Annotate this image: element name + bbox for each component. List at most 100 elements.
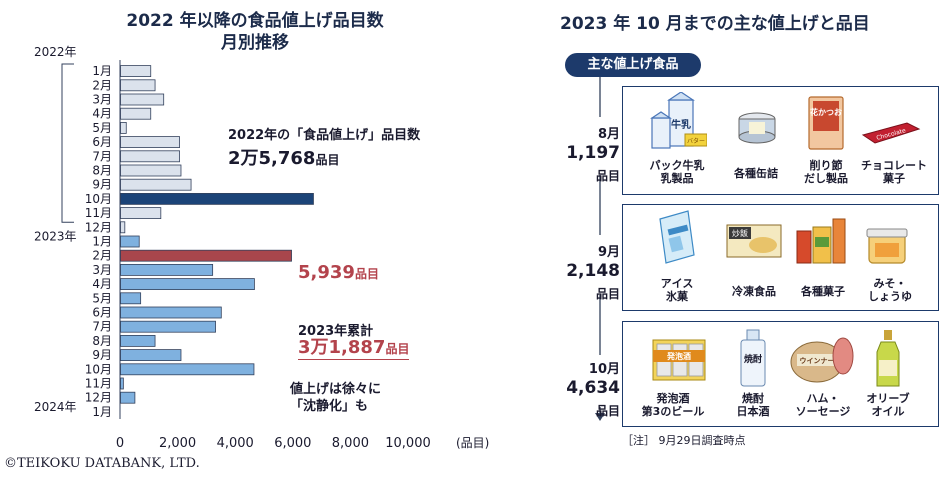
month-tick-label: 10月 [85, 192, 112, 206]
sep-item-3-line1: 各種菓子 [801, 285, 845, 298]
shochu-icon-text: 焼酎 [744, 353, 762, 365]
total-2022-value: 2万5,768 [228, 148, 316, 169]
x-tick-label: 4,000 [217, 436, 254, 451]
bar [120, 278, 255, 291]
sep-items-box: 炒飯 アイス 氷菓 冷凍食品 各種菓子 みそ・ しょうゆ [622, 204, 939, 311]
feb-2023-unit: 品目 [354, 267, 379, 281]
x-tick-label: 2,000 [159, 436, 196, 451]
oct-label: 10月 4,634 品目 [550, 358, 620, 422]
bar [120, 320, 216, 333]
beer-cans-icon: 発泡酒 [652, 339, 706, 381]
total-2022-label: 2022年の「食品値上げ」品目数 [228, 128, 421, 143]
total-2023: 3万1,887品目 [298, 338, 410, 360]
x-tick-label: 10,000 [385, 436, 431, 451]
bar [120, 235, 140, 248]
bar [120, 192, 314, 205]
aug-count: 1,197 [566, 143, 620, 163]
oct-item-2-line2: 日本酒 [736, 405, 770, 418]
month-tick-label: 11月 [85, 377, 112, 391]
sep-item-1-line2: 氷菓 [666, 290, 688, 303]
aug-item-4: チョコレート 菓子 [859, 159, 929, 185]
oct-item-2: 焼酎 日本酒 [718, 392, 788, 418]
trend-line1: 値上げは徐々に [290, 382, 382, 397]
bar [120, 292, 142, 305]
aug-item-3-line1: 削り節 [809, 159, 843, 172]
survey-note: ［注］ 9月29日調査時点 [622, 434, 746, 447]
oct-item-1-line2: 第3のビール [641, 405, 705, 418]
sep-item-3: 各種菓子 [788, 285, 858, 298]
sep-item-4-line2: しょうゆ [868, 290, 912, 303]
bar [120, 349, 182, 362]
aug-items-box: 牛乳 バター 花かつお Chocolate パック牛乳 乳製品 各種缶詰 削り節だ… [622, 86, 939, 195]
trend-note: 値上げは徐々に 「沈静化」も [290, 381, 381, 415]
aug-item-3: 削り節 だし製品 [791, 159, 861, 185]
sep-item-4-line1: みそ・ [873, 277, 907, 290]
month-tick-label: 4月 [92, 107, 112, 121]
year-label-2022: 2022年 [34, 45, 77, 59]
month-tick-label: 7月 [92, 320, 112, 334]
oct-count: 4,634 [566, 378, 620, 398]
bar [120, 377, 124, 390]
month-tick-label: 12月 [85, 220, 112, 234]
bar [120, 136, 180, 149]
left-title-line1: 2022 年以降の食品値上げ品目数 [126, 11, 384, 31]
x-tick-label: 6,000 [274, 436, 311, 451]
trend-line2: 「沈静化」も [290, 399, 369, 414]
month-tick-label: 5月 [92, 121, 112, 135]
month-tick-label: 3月 [92, 263, 112, 277]
month-tick-label: 1月 [92, 235, 112, 249]
total-2023-unit: 品目 [385, 342, 410, 356]
ham-sausage-icon: ウインナー [790, 337, 854, 383]
total-2022: 2万5,768品目 [228, 144, 339, 170]
aug-item-1: パック牛乳 乳製品 [642, 159, 712, 185]
bar [120, 207, 162, 220]
year-label-2023: 2023年 [34, 229, 77, 243]
month-tick-label: 7月 [92, 149, 112, 163]
bar [120, 79, 156, 92]
bar [120, 65, 152, 77]
month-tick-label: 5月 [92, 291, 112, 305]
canned-food-icon [738, 112, 776, 144]
sep-item-2: 冷凍食品 [719, 285, 789, 298]
bar [120, 178, 192, 191]
oct-month: 10月 [588, 362, 620, 377]
month-tick-label: 3月 [92, 93, 112, 107]
year-2022-bracket [61, 63, 74, 223]
milk-carton-icon: 牛乳 バター [650, 92, 707, 149]
bar [120, 93, 165, 106]
bar [120, 164, 182, 177]
sep-item-2-line1: 冷凍食品 [732, 285, 776, 298]
sep-item-1-line1: アイス [660, 277, 694, 290]
milk-icon-text: 牛乳 [671, 118, 691, 131]
oct-item-1-line1: 発泡酒 [656, 392, 690, 405]
oct-item-4-line2: オイル [871, 405, 905, 418]
timeline-arrow [595, 77, 605, 421]
shochu-icon: 焼酎 [740, 329, 766, 387]
sep-item-4: みそ・ しょうゆ [855, 277, 925, 303]
month-tick-label: 2月 [92, 78, 112, 92]
feb-2023-callout: 5,939品目 [298, 262, 379, 283]
bar [120, 263, 214, 276]
beer-icon-text: 発泡酒 [666, 351, 691, 361]
oct-item-3-line2: ソーセージ [795, 405, 851, 418]
miso-icon [866, 228, 908, 264]
butter-icon-text: バター [687, 137, 705, 145]
aug-item-1-line1: パック牛乳 [649, 159, 705, 172]
oct-unit: 品目 [595, 404, 620, 418]
bar [120, 391, 136, 404]
bar [120, 306, 222, 319]
ice-cream-icon [659, 210, 695, 264]
month-tick-label: 8月 [92, 334, 112, 348]
month-tick-label: 6月 [92, 306, 112, 320]
aug-item-2-line1: 各種缶詰 [734, 167, 778, 180]
bar [120, 107, 152, 120]
year-label-2024: 2024年 [34, 400, 77, 414]
bonito-flakes-icon: 花かつお [808, 96, 844, 150]
month-tick-label: 9月 [92, 178, 112, 192]
bonito-icon-text: 花かつお [810, 107, 842, 117]
aug-item-4-line2: 菓子 [883, 172, 905, 185]
sep-label: 9月 2,148 品目 [550, 241, 620, 305]
oct-item-3-line1: ハム・ [806, 392, 840, 405]
left-title-line2: 月別推移 [221, 33, 289, 53]
aug-month: 8月 [597, 127, 620, 142]
